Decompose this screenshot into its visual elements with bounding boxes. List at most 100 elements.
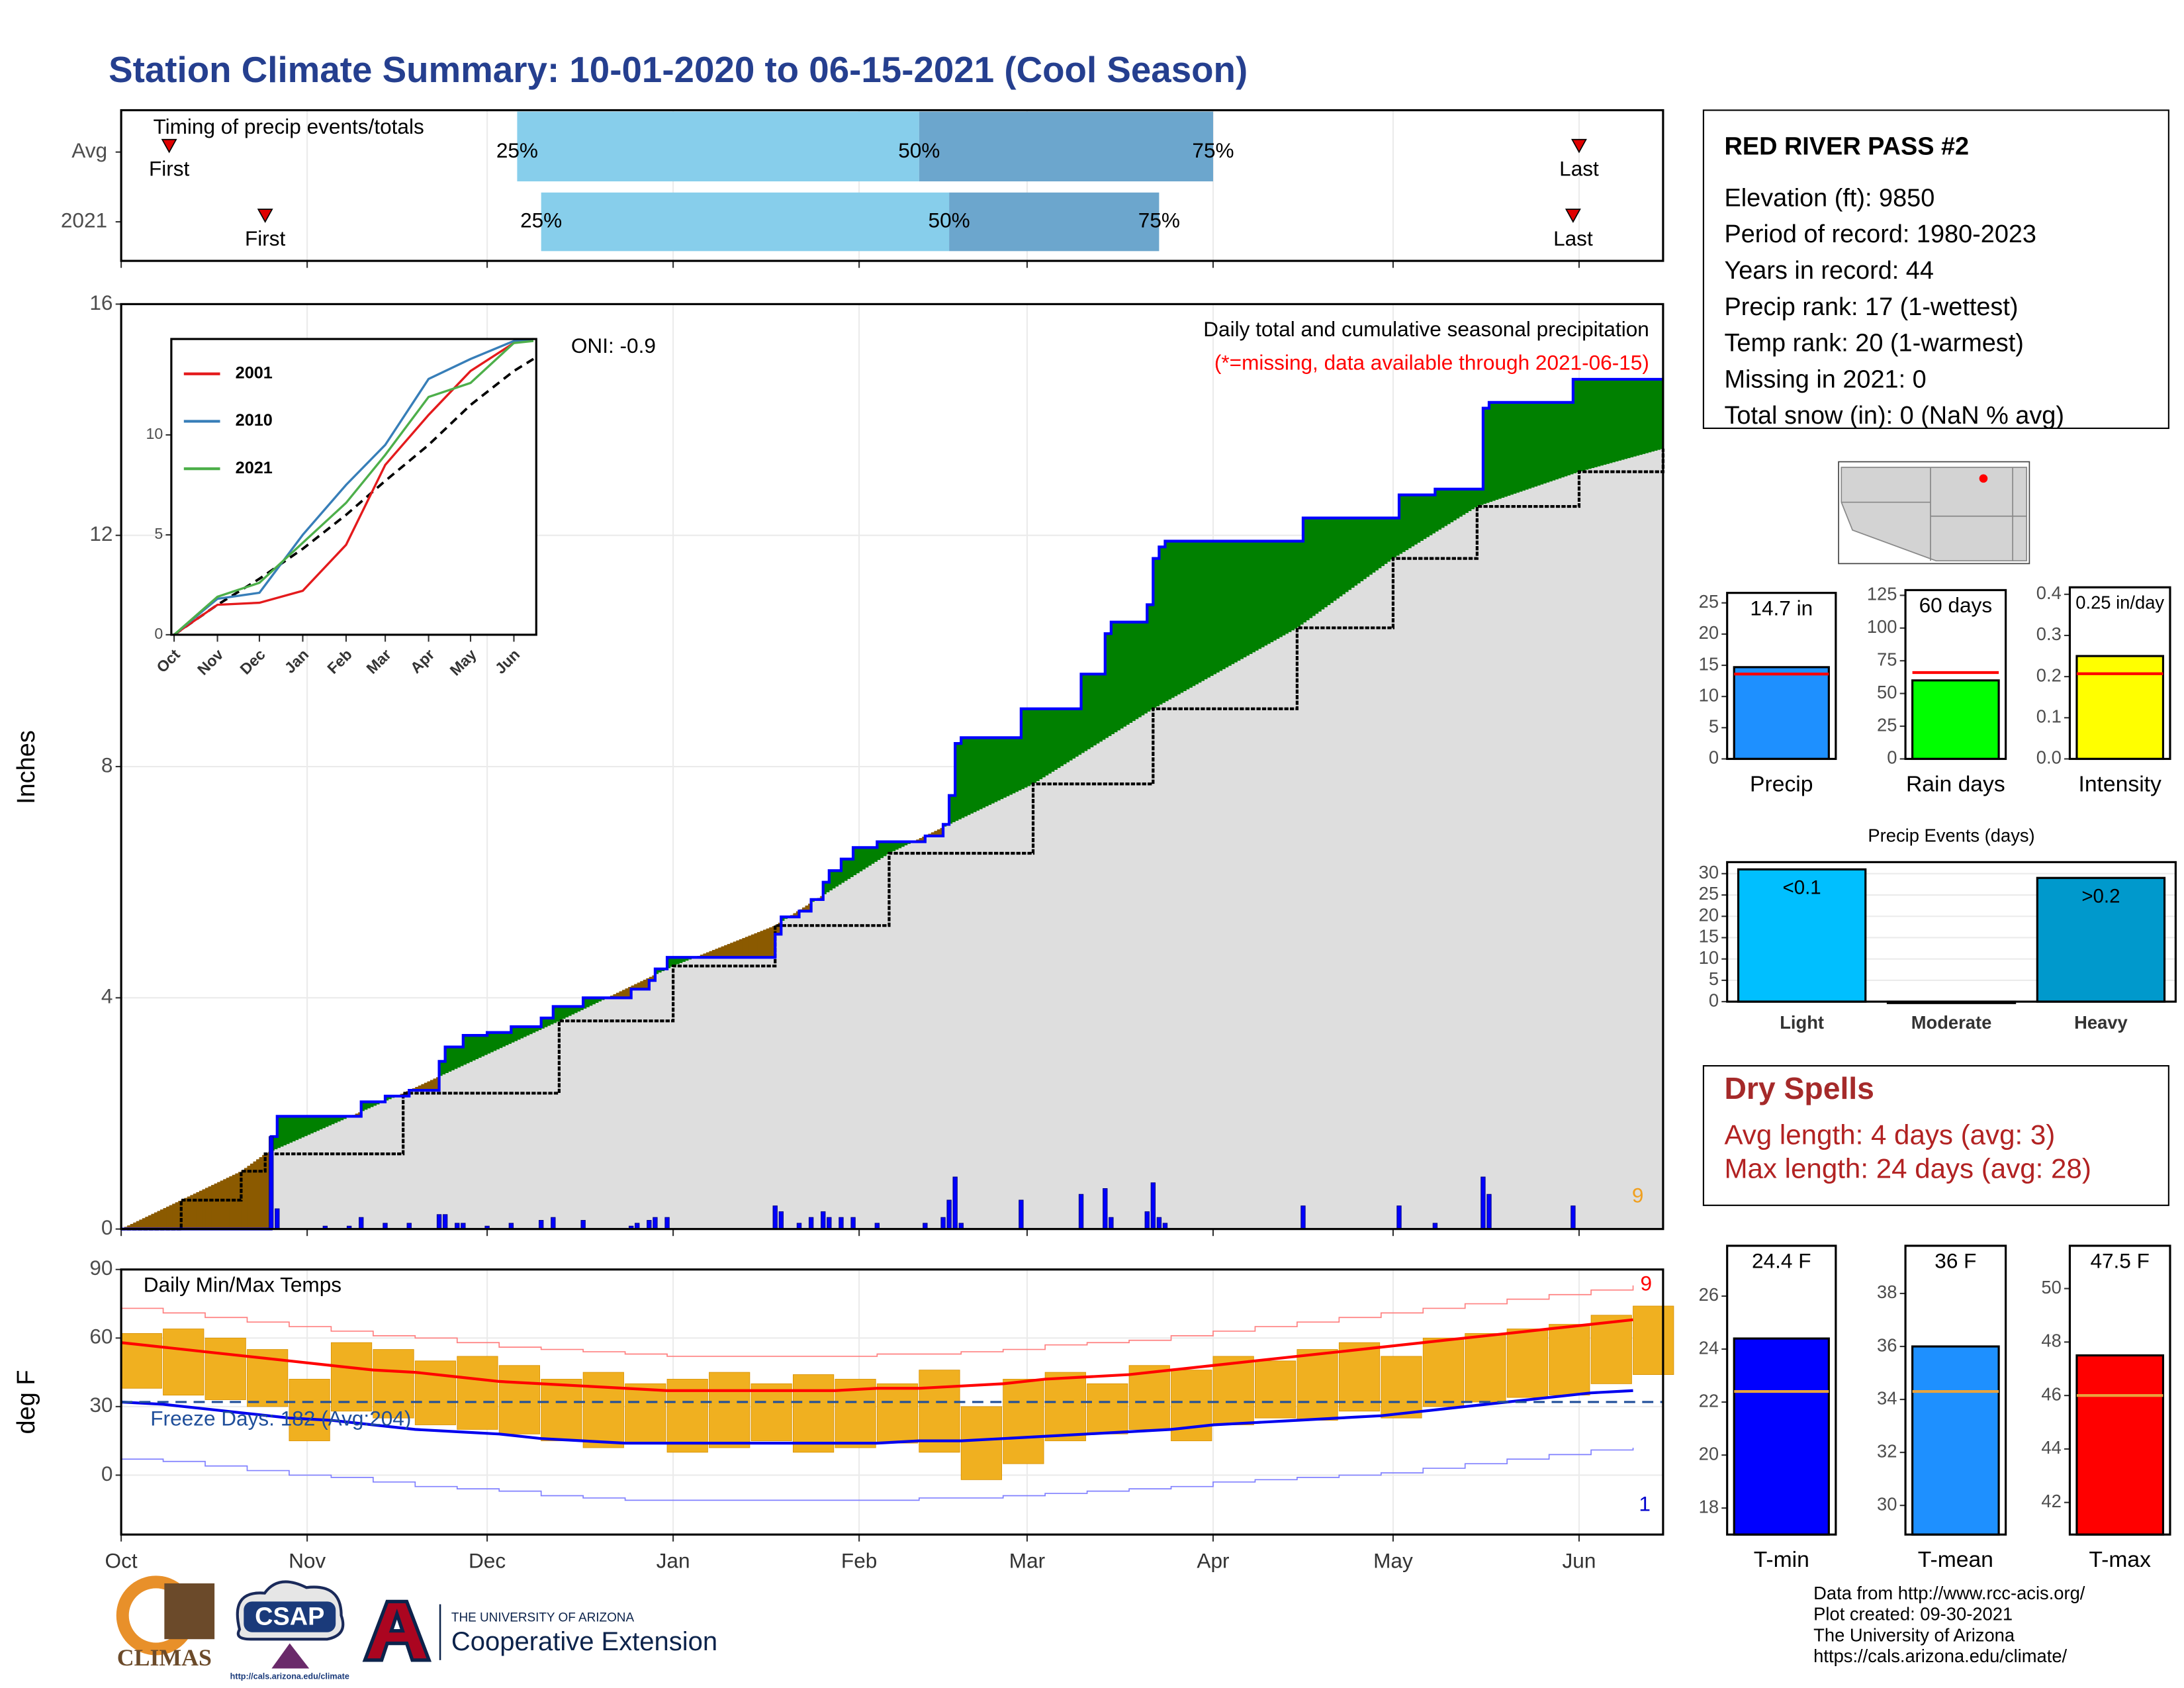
- surplus-fill: [1432, 494, 1436, 534]
- surplus-fill: [595, 998, 599, 1003]
- surplus-fill: [1075, 708, 1079, 757]
- surplus-fill: [1597, 379, 1601, 467]
- surplus-fill: [1354, 518, 1358, 586]
- surplus-fill: [1273, 541, 1277, 641]
- y-tick-label: 0: [1887, 747, 1897, 768]
- csap-url: http://cals.arizona.edu/climate: [230, 1671, 349, 1681]
- deficit-fill: [631, 985, 635, 990]
- surplus-fill: [1237, 541, 1241, 661]
- deficit-fill: [187, 1196, 191, 1229]
- chart-subtitle: (*=missing, data available through 2021-…: [1214, 350, 1649, 374]
- timing-bar-early: [517, 111, 919, 181]
- deficit-fill: [175, 1202, 179, 1229]
- temp-range-bar: [1338, 1342, 1381, 1412]
- surplus-fill: [280, 1116, 284, 1147]
- surplus-fill: [292, 1116, 296, 1142]
- deficit-fill: [724, 945, 728, 958]
- freeze-label: Freeze Days: 182 (Avg:204): [150, 1407, 411, 1430]
- surplus-fill: [1057, 708, 1061, 769]
- inset-frame: [170, 338, 537, 636]
- deficit-fill: [169, 1205, 173, 1229]
- y-tick-label: 34: [1877, 1387, 1897, 1408]
- surplus-fill: [829, 870, 833, 891]
- surplus-fill: [1135, 622, 1139, 720]
- y-tick-label: 26: [1699, 1284, 1719, 1305]
- surplus-fill: [307, 1116, 311, 1135]
- daily-bar: [647, 1220, 652, 1230]
- deficit-fill: [934, 831, 938, 836]
- surplus-fill: [667, 957, 671, 968]
- surplus-fill: [862, 847, 866, 870]
- y-tick-label: 20: [1699, 904, 1719, 925]
- surplus-fill: [682, 957, 686, 962]
- surplus-fill: [1636, 379, 1640, 456]
- surplus-fill: [1450, 489, 1454, 522]
- y-tick-label: 20: [1699, 1443, 1719, 1464]
- y-tick-label: 0.2: [2036, 665, 2062, 685]
- surplus-fill: [1071, 708, 1076, 759]
- deficit-fill: [418, 1085, 422, 1091]
- deficit-fill: [754, 933, 758, 958]
- surplus-fill: [598, 998, 602, 1002]
- surplus-fill: [1399, 494, 1403, 554]
- dry-spell-line: Avg length: 4 days (avg: 3): [1724, 1119, 2055, 1150]
- surplus-fill: [1603, 379, 1607, 465]
- surplus-fill: [670, 957, 674, 967]
- category-label: Intensity: [2078, 772, 2161, 796]
- surplus-fill: [1093, 674, 1097, 746]
- surplus-fill: [1576, 379, 1580, 473]
- surplus-fill: [1156, 558, 1160, 706]
- temp-range-bar: [1381, 1356, 1422, 1419]
- bar: [2036, 876, 2166, 1003]
- surplus-fill: [316, 1116, 320, 1131]
- legend-label: 2010: [236, 411, 273, 430]
- surplus-fill: [685, 957, 689, 961]
- surplus-fill: [1336, 518, 1340, 599]
- timing-title: Timing of precip events/totals: [154, 115, 424, 138]
- surplus-fill: [859, 847, 863, 872]
- temp-range-bar: [582, 1372, 624, 1448]
- deficit-fill: [421, 1084, 425, 1091]
- surplus-fill: [901, 841, 905, 847]
- surplus-fill: [304, 1116, 308, 1137]
- count-label: 9: [1632, 1184, 1644, 1207]
- surplus-fill: [1167, 541, 1172, 700]
- temp-range-bar: [120, 1333, 162, 1389]
- surplus-fill: [1437, 489, 1442, 530]
- surplus-fill: [1435, 489, 1439, 532]
- surplus-fill: [1267, 541, 1271, 644]
- surplus-fill: [1477, 489, 1481, 506]
- surplus-fill: [1042, 708, 1046, 778]
- surplus-fill: [1243, 541, 1247, 658]
- surplus-fill: [1210, 541, 1214, 677]
- station-line: Years in record: 44: [1724, 257, 1933, 285]
- event-label: Last: [1553, 226, 1593, 250]
- surplus-fill: [889, 841, 893, 853]
- deficit-fill: [802, 907, 806, 912]
- daily-bar: [952, 1176, 958, 1230]
- surplus-fill: [856, 847, 860, 874]
- x-tick-label: Nov: [289, 1549, 326, 1573]
- surplus-fill: [1501, 402, 1505, 498]
- daily-bar: [538, 1220, 544, 1230]
- deficit-fill: [775, 924, 779, 935]
- event-marker: [161, 138, 177, 154]
- deficit-fill: [193, 1194, 197, 1229]
- daily-bar: [1144, 1211, 1150, 1230]
- surplus-fill: [1051, 708, 1055, 772]
- surplus-fill: [364, 1102, 368, 1110]
- high-count: 9: [1640, 1271, 1652, 1295]
- percentile-label: 75%: [1138, 208, 1180, 232]
- deficit-fill: [751, 934, 755, 958]
- surplus-fill: [1426, 494, 1430, 538]
- surplus-fill: [505, 1032, 509, 1046]
- surplus-fill: [1645, 379, 1649, 453]
- surplus-fill: [574, 1006, 578, 1013]
- daily-bar: [1480, 1176, 1486, 1230]
- deficit-fill: [919, 838, 923, 842]
- surplus-fill: [658, 968, 662, 973]
- y-tick-label: 32: [1877, 1440, 1897, 1461]
- surplus-fill: [1443, 489, 1448, 526]
- surplus-fill: [1120, 622, 1124, 729]
